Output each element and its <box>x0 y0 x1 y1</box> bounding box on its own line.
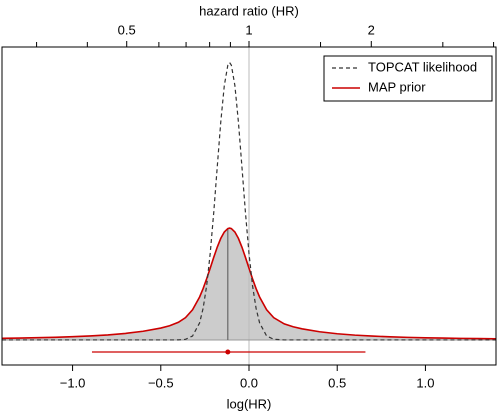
density-line <box>1 227 497 340</box>
x-tick-label: 0.5 <box>328 375 346 390</box>
x-tick-label: 0.0 <box>240 375 258 390</box>
x-tick-label: 1.0 <box>416 375 434 390</box>
legend-box <box>323 55 493 102</box>
x-tick-label: −0.5 <box>148 375 174 390</box>
x-tick-label: −1.0 <box>60 375 86 390</box>
legend-label: MAP prior <box>368 79 426 94</box>
density-line <box>2 61 496 341</box>
interval-point <box>225 349 231 355</box>
top-axis-title: hazard ratio (HR) <box>199 3 299 18</box>
top-tick-label: 1 <box>245 22 252 37</box>
legend-label: TOPCAT likelihood <box>368 59 477 74</box>
top-tick-label: 2 <box>368 22 375 37</box>
top-tick-label: 0.5 <box>118 22 136 37</box>
plot-frame <box>1 46 497 366</box>
x-axis-title: log(HR) <box>227 396 272 411</box>
